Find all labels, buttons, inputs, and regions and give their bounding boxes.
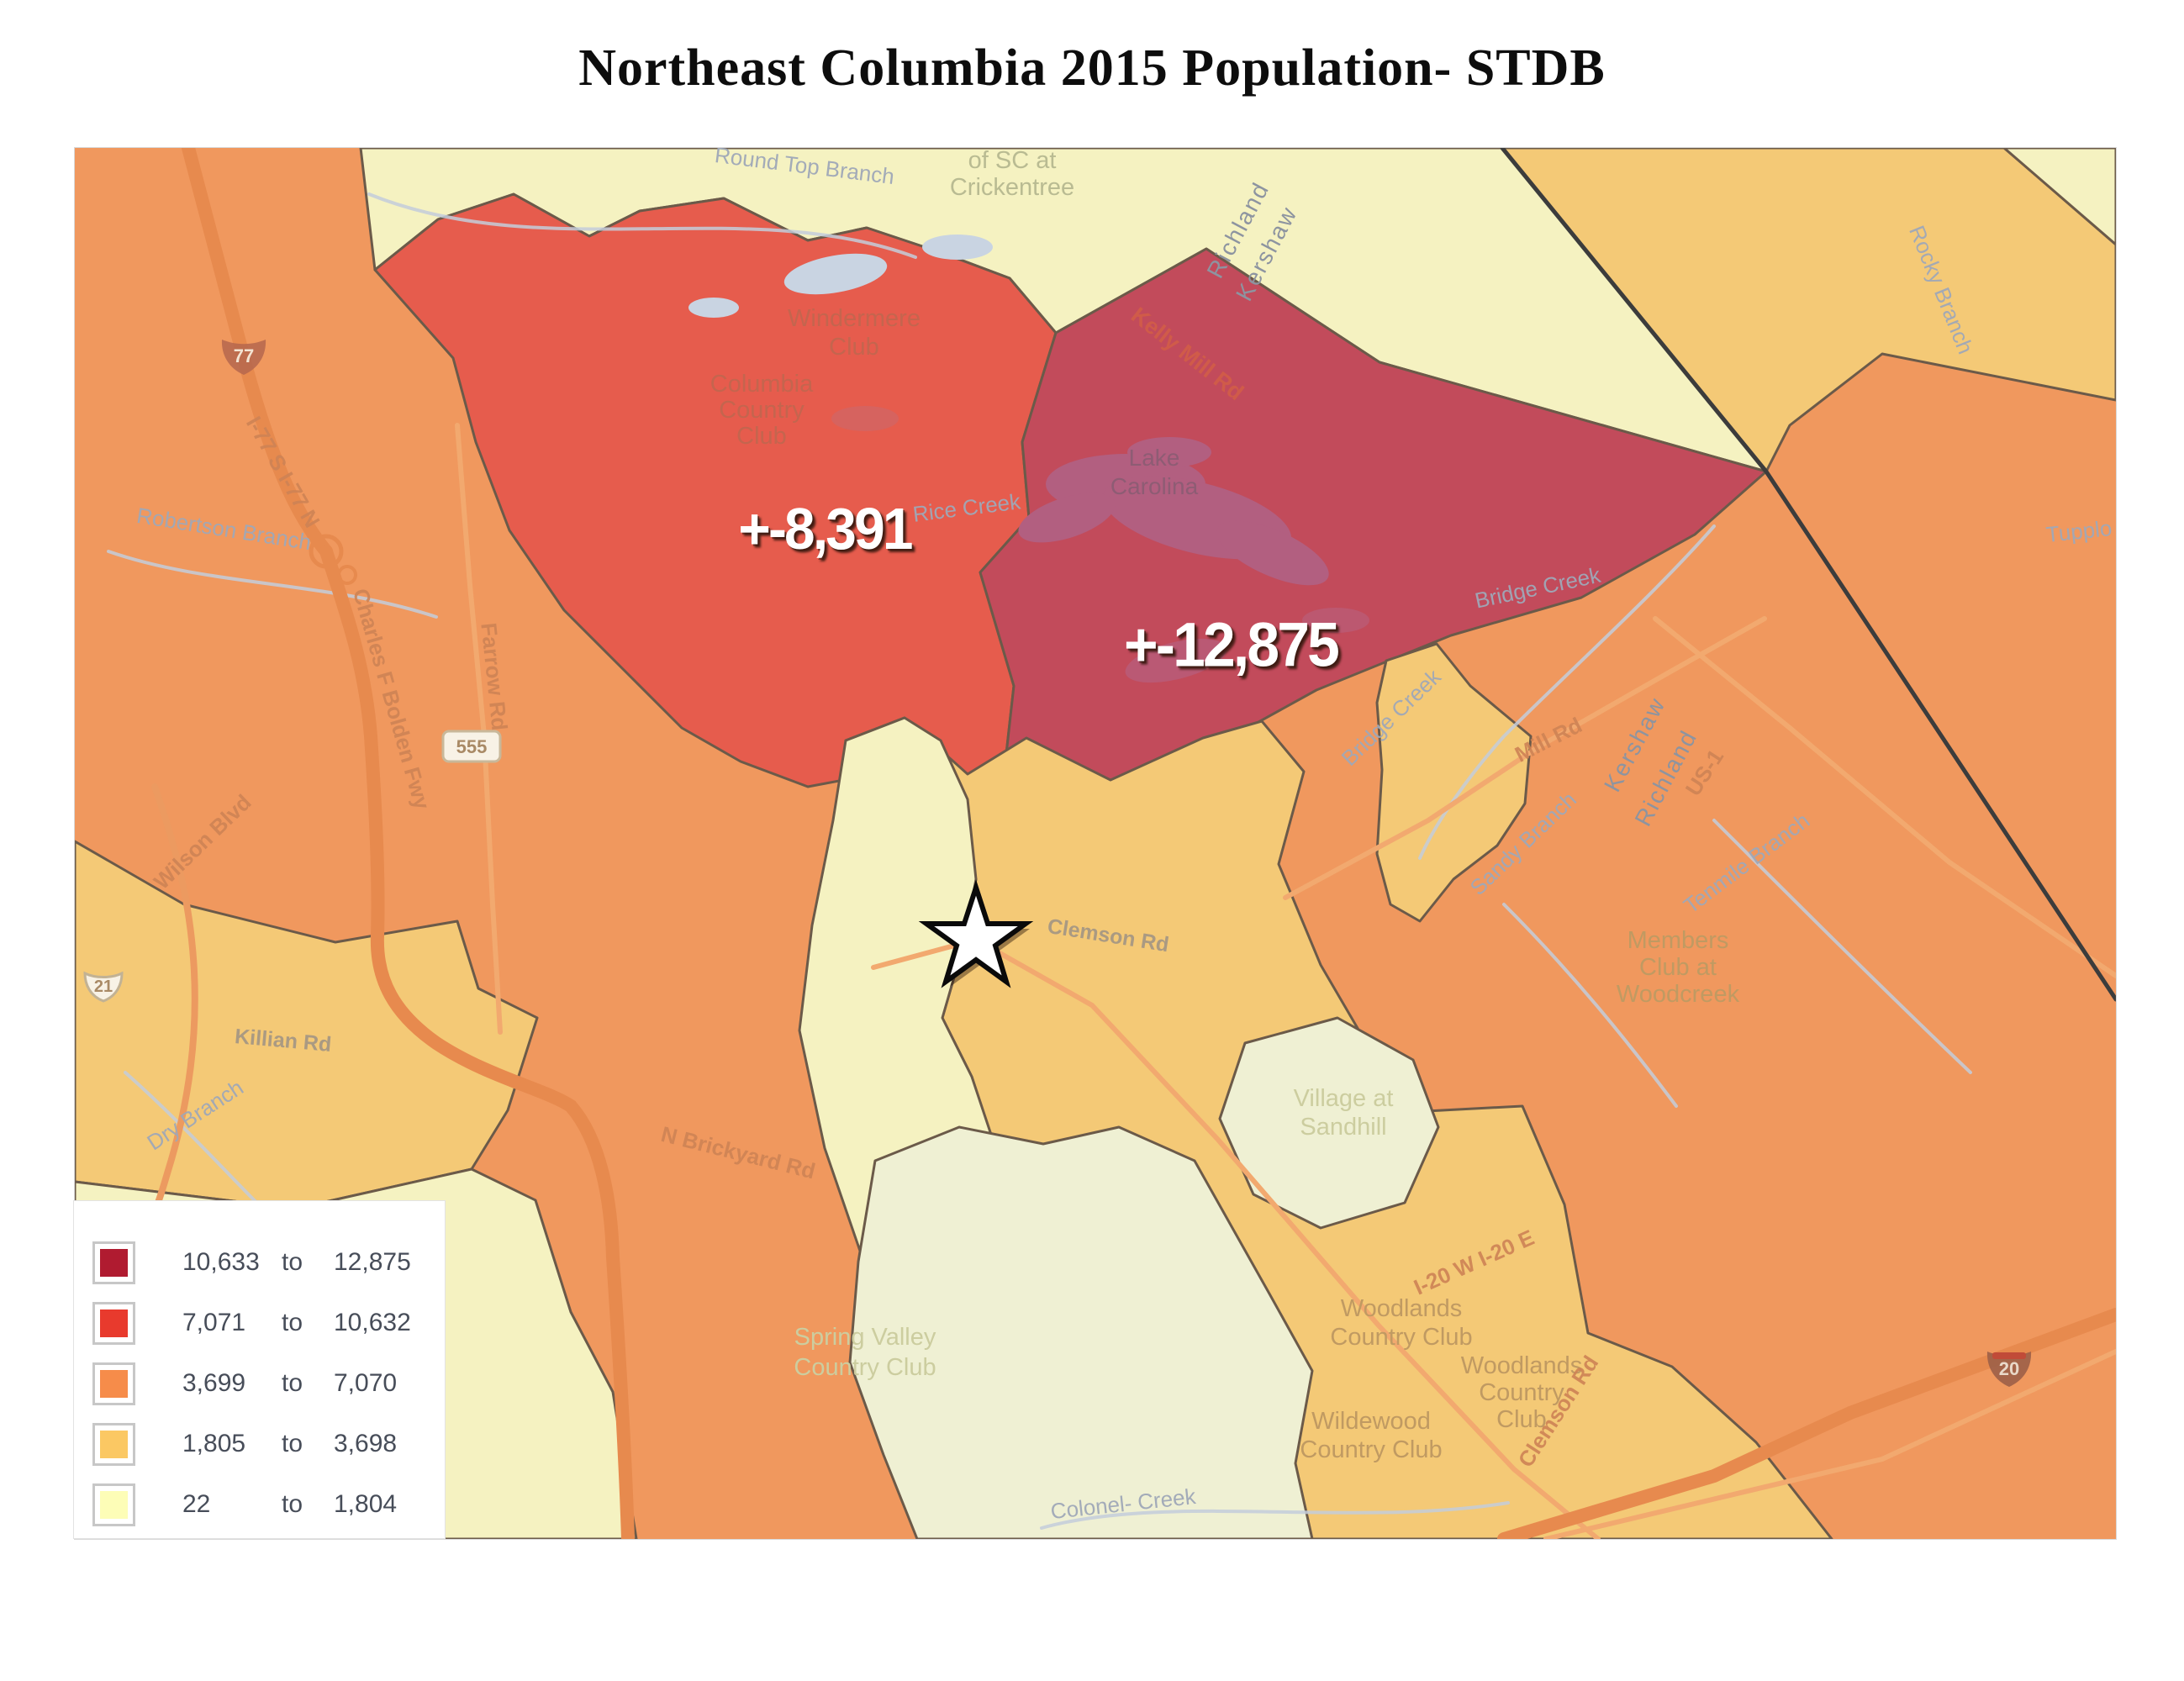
legend-range-separator-4: to (282, 1490, 303, 1518)
legend-swatch-1 (92, 1301, 135, 1345)
legend-range-to-4: 1,804 (334, 1490, 398, 1518)
legend-row-2: 3,699 to 7,070 (74, 1353, 445, 1414)
legend-range-from-3: 1,805 (182, 1430, 246, 1457)
legend-range-separator-0: to (282, 1248, 303, 1276)
shield-i77-number: 77 (234, 345, 254, 366)
legend-row-1: 7,071 to 10,632 (74, 1293, 445, 1353)
road-kelly-mill-rd (1283, 616, 1767, 900)
map-label-woodlands-cc2-line3: Club (1496, 1406, 1547, 1433)
map-label-members-club-line3: Woodcreek (1617, 981, 1740, 1008)
legend-range-separator-1: to (282, 1309, 303, 1336)
map-label-of-sc-at: of SC at (968, 148, 1057, 174)
annotation-west-value: +-8,391 (738, 496, 913, 561)
legend-row-3: 1,805 to 3,698 (74, 1414, 445, 1474)
shield-route21-number: 21 (94, 978, 113, 996)
legend-swatch-3 (92, 1422, 135, 1466)
map-label-village-sandhill-line2: Sandhill (1300, 1114, 1386, 1141)
region-pale-village-sandhill (1218, 1016, 1440, 1230)
region-gold-island (1375, 642, 1532, 923)
legend-row-4: 22 to 1,804 (74, 1474, 445, 1535)
shield-route21: 21 (83, 971, 124, 1003)
shield-route555-number: 555 (456, 736, 488, 757)
map-label-woodlands-cc-line1: Woodlands (1341, 1295, 1463, 1322)
legend-swatch-0 (92, 1241, 135, 1284)
shield-i20-number: 20 (1999, 1358, 2019, 1379)
legend-range-from-4: 22 (182, 1490, 211, 1518)
legend-range-from-1: 7,071 (182, 1309, 246, 1336)
map-regions (75, 148, 2116, 1539)
shield-i77: 77 (221, 340, 266, 375)
legend-range-separator-2: to (282, 1369, 303, 1397)
legend-row-0: 10,633 to 12,875 (74, 1232, 445, 1293)
map-label-windermere-line2: Club (829, 334, 879, 361)
legend: 10,633 to 12,875 7,071 to 10,632 3,699 to 7,070 1… (73, 1200, 446, 1539)
legend-range-separator-3: to (282, 1430, 303, 1457)
legend-swatch-2 (92, 1362, 135, 1405)
map-label-wildewood-cc-line1: Wildewood (1311, 1408, 1431, 1435)
map-label-crickentree: Crickentree (950, 174, 1074, 201)
map-label-columbia-cc-line2: Country (719, 397, 804, 424)
region-pale-corner (2002, 148, 2116, 246)
road-i20 (1497, 1308, 2116, 1539)
map-label-members-club-line2: Club at (1639, 954, 1717, 981)
shield-i20: 20 (1986, 1352, 2032, 1387)
map-label-lake-carolina-line1: Lake (1129, 445, 1180, 471)
water-features (107, 192, 1972, 1530)
map-label-windermere-line1: Windermere (788, 305, 921, 332)
legend-range-to-3: 3,698 (334, 1430, 398, 1457)
county-line-richland-kershaw (1500, 148, 2116, 1002)
map-label-wildewood-cc-line2: Country Club (1300, 1436, 1442, 1463)
annotation-east-value: +-12,875 (1124, 609, 1340, 680)
region-pale-spring-valley (848, 1125, 1314, 1539)
choropleth-map: 77 555 21 20 Round Top Branch of SC atCri… (75, 148, 2116, 1539)
map-label-spring-valley-line2: Country Club (794, 1354, 936, 1381)
map-label-woodlands-cc-line2: Country Club (1330, 1324, 1472, 1351)
legend-range-from-0: 10,633 (182, 1248, 260, 1276)
map-canvas: 77 555 21 20 Round Top Branch of SC at Cri… (73, 147, 2117, 1540)
page-title: Northeast Columbia 2015 Population- STDB (578, 40, 1606, 97)
legend-range-from-2: 3,699 (182, 1369, 246, 1397)
legend-range-to-1: 10,632 (334, 1309, 411, 1336)
map-label-columbia-cc-line1: Columbia (710, 371, 814, 398)
road-us-1 (1653, 616, 2116, 978)
map-label-woodlands-cc2-line1: Woodlands (1461, 1352, 1583, 1379)
legend-range-to-2: 7,070 (334, 1369, 398, 1397)
road-i20-frontage (1543, 1349, 2116, 1539)
map-label-members-club-line1: Members (1627, 927, 1729, 954)
star-marker (918, 879, 1034, 988)
map-label-village-sandhill-line1: Village at (1294, 1085, 1394, 1112)
legend-range-to-0: 12,875 (334, 1248, 411, 1276)
map-label-lake-carolina-line2: Carolina (1110, 473, 1199, 499)
map-label-columbia-cc-line3: Club (736, 423, 787, 450)
shield-route555: 555 (441, 730, 502, 763)
map-label-spring-valley-line1: Spring Valley (794, 1324, 936, 1351)
legend-swatch-4 (92, 1483, 135, 1526)
road-bolden-fwy (319, 545, 635, 1539)
map-label-woodlands-cc2-line2: Country (1479, 1379, 1564, 1406)
